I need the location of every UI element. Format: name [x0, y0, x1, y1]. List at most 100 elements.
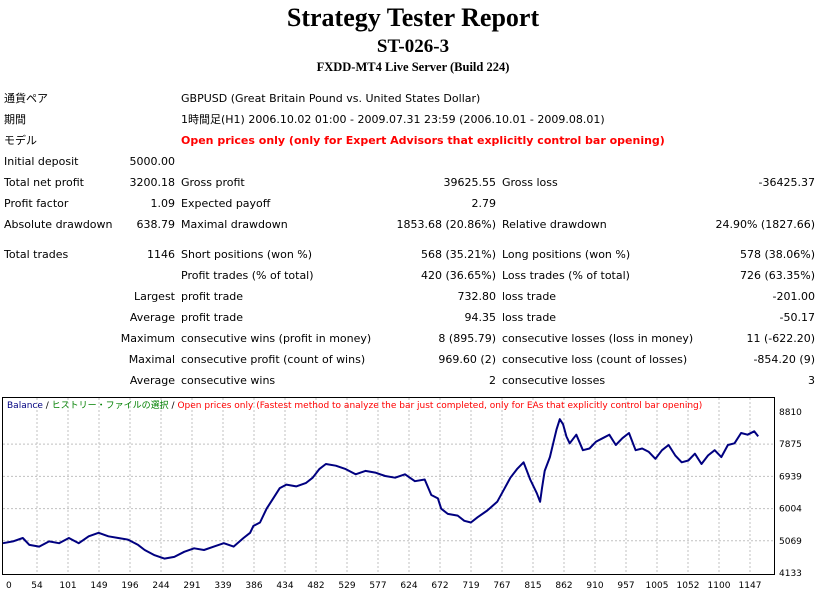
x-tick-label: 910	[586, 581, 603, 591]
stats-row-profit-trades: Profit trades (% of total) 420 (36.65%) …	[0, 266, 826, 286]
stat-value: 3200.18	[129, 176, 176, 189]
stat-value: 11 (-622.20)	[746, 332, 815, 345]
stat-value: 578 (38.06%)	[739, 248, 815, 261]
stat-label: loss trade	[502, 311, 557, 324]
stat-label: profit trade	[181, 290, 244, 303]
stats-row-profit-factor: Profit factor 1.09 Expected payoff 2.79	[0, 194, 826, 214]
x-tick-label: 767	[493, 581, 510, 591]
stat-label: Average	[129, 311, 175, 324]
stat-value: 568 (35.21%)	[420, 248, 496, 261]
symbol-label: 通貨ペア	[4, 92, 48, 105]
stat-label: consecutive wins (profit in money)	[181, 332, 372, 345]
x-tick-label: 957	[617, 581, 634, 591]
x-tick-label: 101	[59, 581, 76, 591]
x-tick-label: 339	[214, 581, 231, 591]
stat-label: consecutive profit (count of wins)	[181, 353, 366, 366]
x-tick-label: 244	[152, 581, 169, 591]
y-tick-label: 5069	[779, 537, 802, 547]
stat-label: Loss trades (% of total)	[502, 269, 630, 282]
initial-deposit-label: Initial deposit	[4, 155, 79, 168]
x-tick-label: 815	[524, 581, 541, 591]
stats-row-deposit: Initial deposit 5000.00	[0, 152, 826, 172]
stat-label: consecutive losses (loss in money)	[502, 332, 694, 345]
plot-frame	[2, 397, 775, 575]
stats-row-maximal: Maximal consecutive profit (count of win…	[0, 350, 826, 370]
stat-label: Total net profit	[4, 176, 84, 189]
model-label: モデル	[4, 134, 37, 147]
balance-chart-svg: Balance / ヒストリー・ファイルの選択 / Open prices on…	[2, 397, 802, 591]
stat-label: Gross loss	[502, 176, 558, 189]
stat-label: Maximal	[128, 353, 175, 366]
server-name: FXDD-MT4 Live Server (Build 224)	[316, 60, 510, 74]
stat-label: Long positions (won %)	[502, 248, 631, 261]
x-tick-label: 624	[400, 581, 417, 591]
x-tick-label: 719	[462, 581, 479, 591]
stat-value: -854.20 (9)	[753, 353, 815, 366]
period-label: 期間	[4, 113, 26, 126]
y-tick-label: 4133	[779, 569, 802, 579]
x-tick-label: 1100	[708, 581, 731, 591]
stat-label: Absolute drawdown	[4, 218, 113, 231]
legend-balance: Balance	[7, 401, 43, 411]
y-axis-ticks: 8810 7875 6939 6004 5069 4133	[779, 408, 802, 579]
stat-label: Maximal drawdown	[181, 218, 288, 231]
x-tick-label: 434	[276, 581, 293, 591]
stat-value: -201.00	[772, 290, 815, 303]
stat-value: 638.79	[136, 218, 176, 231]
stat-value: 1146	[147, 248, 175, 261]
stat-label: Profit trades (% of total)	[181, 269, 314, 282]
stat-label: consecutive wins	[181, 374, 276, 387]
stat-label: Short positions (won %)	[181, 248, 313, 261]
stat-value: 2	[489, 374, 496, 387]
legend-separator: /	[43, 401, 52, 411]
stat-label: Largest	[134, 290, 175, 303]
x-tick-label: 672	[431, 581, 448, 591]
stat-label: profit trade	[181, 311, 244, 324]
x-tick-label: 577	[369, 581, 386, 591]
stats-row-total-trades: Total trades 1146 Short positions (won %…	[0, 245, 826, 265]
x-tick-label: 862	[555, 581, 572, 591]
stats-row-largest: Largest profit trade 732.80 loss trade -…	[0, 287, 826, 307]
stat-value: -50.17	[779, 311, 815, 324]
x-tick-label: 1052	[677, 581, 700, 591]
x-tick-label: 386	[245, 581, 262, 591]
x-tick-label: 149	[90, 581, 107, 591]
x-tick-label: 54	[31, 581, 43, 591]
stat-label: consecutive loss (count of losses)	[502, 353, 688, 366]
y-tick-label: 8810	[779, 408, 802, 418]
report-title: Strategy Tester Report	[286, 3, 540, 32]
stat-value: 732.80	[457, 290, 497, 303]
stat-value: 420 (36.65%)	[420, 269, 496, 282]
stat-value: 24.90% (1827.66)	[715, 218, 815, 231]
stat-label: Profit factor	[4, 197, 69, 210]
y-tick-label: 7875	[779, 440, 802, 450]
y-tick-label: 6004	[779, 505, 802, 515]
info-row-period: 期間 1時間足(H1) 2006.10.02 01:00 - 2009.07.3…	[0, 110, 826, 130]
stats-row-net-profit: Total net profit 3200.18 Gross profit 39…	[0, 173, 826, 193]
stat-label: loss trade	[502, 290, 557, 303]
x-tick-label: 291	[183, 581, 200, 591]
stats-row-drawdown: Absolute drawdown 638.79 Maximal drawdow…	[0, 215, 826, 235]
legend-history-file: ヒストリー・ファイルの選択	[52, 399, 169, 411]
stat-value: 8 (895.79)	[438, 332, 496, 345]
x-tick-label: 1147	[739, 581, 762, 591]
stat-value: 3	[808, 374, 815, 387]
x-tick-label: 1005	[646, 581, 669, 591]
legend-model: Open prices only (Fastest method to anal…	[177, 401, 702, 411]
stat-label: Total trades	[4, 248, 69, 261]
balance-chart: Balance / ヒストリー・ファイルの選択 / Open prices on…	[2, 397, 824, 593]
stat-label: consecutive losses	[502, 374, 606, 387]
chart-legend: Balance / ヒストリー・ファイルの選択 / Open prices on…	[7, 399, 702, 411]
info-row-symbol: 通貨ペア GBPUSD (Great Britain Pound vs. Uni…	[0, 89, 826, 109]
stats-row-average: Average profit trade 94.35 loss trade -5…	[0, 308, 826, 328]
stat-value: 94.35	[464, 311, 497, 324]
stat-value: 2.79	[471, 197, 497, 210]
x-axis-ticks: 0 54 101 149 196 244 291 339 386 434 482 529 577 624 6…	[6, 581, 761, 591]
x-tick-label: 0	[6, 581, 12, 591]
stats-row-average-consecutive: Average consecutive wins 2 consecutive l…	[0, 371, 826, 391]
stat-label: Average	[129, 374, 175, 387]
stat-value: 39625.55	[443, 176, 497, 189]
period-value: 1時間足(H1) 2006.10.02 01:00 - 2009.07.31 2…	[181, 113, 605, 126]
x-tick-label: 196	[121, 581, 138, 591]
balance-series-line	[2, 418, 759, 560]
